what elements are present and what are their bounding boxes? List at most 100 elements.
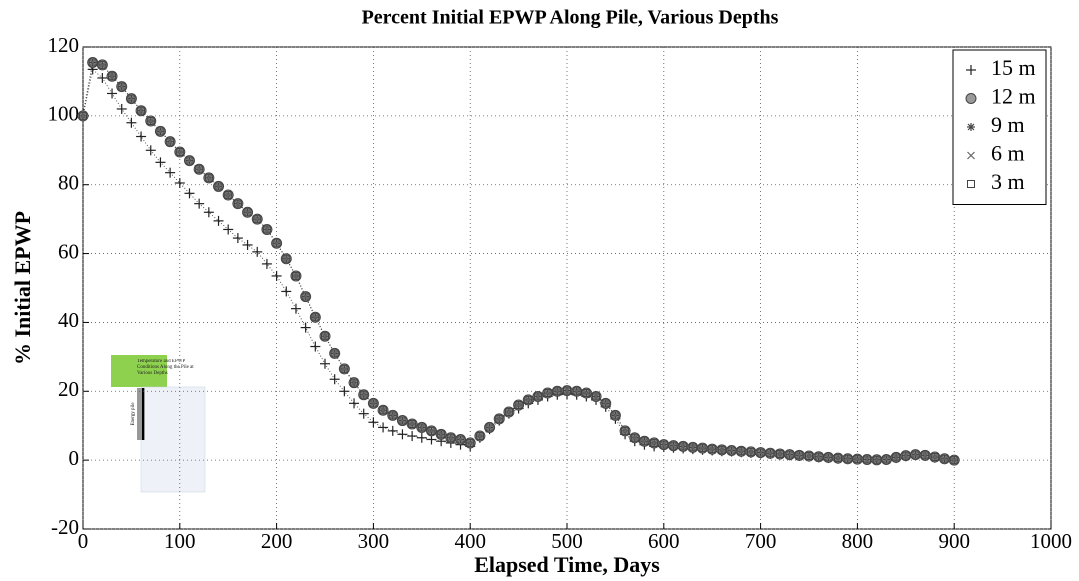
marker (766, 449, 775, 458)
marker (359, 390, 368, 399)
marker-square (359, 390, 368, 399)
marker-stroke (930, 453, 939, 461)
marker-stroke (233, 199, 242, 208)
marker (320, 358, 330, 369)
marker-stroke (253, 215, 262, 224)
marker-stroke (350, 378, 358, 387)
legend-label: 3 m (991, 169, 1025, 194)
marker-stroke (669, 441, 678, 450)
marker-square (514, 401, 523, 410)
marker-square (679, 442, 688, 451)
marker-square (746, 447, 755, 456)
marker (805, 452, 813, 460)
marker-stroke (727, 446, 736, 455)
x-tick-label: 100 (164, 529, 196, 553)
marker (514, 401, 523, 410)
marker-stroke (524, 395, 533, 404)
marker-square (698, 444, 707, 453)
marker-stroke (892, 453, 901, 462)
marker-stroke (88, 58, 97, 67)
marker (882, 455, 891, 464)
marker (292, 272, 300, 280)
marker-stroke (485, 423, 494, 432)
marker (350, 378, 358, 387)
marker (397, 429, 408, 440)
marker-stroke (621, 426, 630, 435)
marker-square (717, 445, 726, 454)
marker-stroke (272, 239, 281, 248)
marker (223, 224, 234, 235)
marker (901, 451, 910, 460)
y-tick-label: 0 (69, 446, 80, 470)
marker-square (253, 215, 262, 224)
marker-square (940, 454, 949, 463)
marker-stroke (108, 72, 116, 81)
x-tick-label: 200 (261, 529, 293, 553)
marker-stroke (698, 444, 707, 453)
marker (127, 94, 136, 103)
marker (901, 451, 910, 460)
marker (388, 411, 397, 420)
marker (495, 414, 504, 423)
marker-stroke (901, 451, 910, 460)
marker (967, 151, 975, 160)
marker (137, 106, 146, 115)
marker (117, 82, 126, 91)
marker-square (408, 419, 417, 428)
marker (475, 432, 484, 441)
marker (117, 82, 126, 91)
marker-square (834, 454, 843, 463)
y-tick-label: -20 (51, 515, 79, 539)
marker (785, 450, 794, 459)
marker (650, 438, 659, 447)
marker (203, 207, 214, 218)
marker (940, 454, 949, 463)
marker-stroke (292, 272, 300, 280)
marker-stroke (117, 82, 126, 91)
marker (630, 433, 639, 442)
marker-square (79, 111, 87, 120)
marker-stroke (872, 455, 881, 464)
marker-stroke (650, 439, 659, 447)
marker-stroke (582, 389, 591, 397)
marker (359, 390, 368, 399)
x-tick-label: 900 (938, 529, 970, 553)
x-tick-label: 400 (454, 529, 486, 553)
marker (301, 292, 310, 301)
marker-square (795, 451, 804, 460)
marker (329, 374, 340, 385)
marker (417, 423, 426, 432)
marker (166, 137, 175, 146)
y-tick-label: 20 (58, 377, 79, 401)
marker (466, 439, 475, 447)
marker-square (204, 173, 213, 182)
marker (572, 387, 581, 396)
marker (601, 399, 610, 408)
marker (717, 445, 726, 454)
marker (369, 399, 378, 408)
marker-square (737, 447, 746, 456)
marker (746, 447, 755, 456)
marker (805, 452, 813, 461)
marker-stroke (495, 414, 504, 423)
marker (417, 423, 426, 432)
marker-square (621, 426, 630, 435)
marker (737, 447, 746, 456)
marker (495, 414, 504, 423)
marker (368, 417, 379, 428)
marker (814, 452, 823, 461)
x-tick-label: 300 (358, 529, 390, 553)
marker-stroke (863, 455, 872, 464)
marker (261, 258, 272, 269)
legend-label: 6 m (991, 141, 1025, 166)
marker (756, 448, 765, 457)
marker-square (369, 399, 378, 408)
marker-square (572, 387, 581, 396)
marker (717, 445, 726, 454)
marker-stroke (967, 151, 975, 160)
legend-label: 15 m (991, 55, 1036, 80)
marker (116, 103, 127, 114)
marker-stroke (766, 449, 775, 458)
marker (427, 426, 436, 435)
